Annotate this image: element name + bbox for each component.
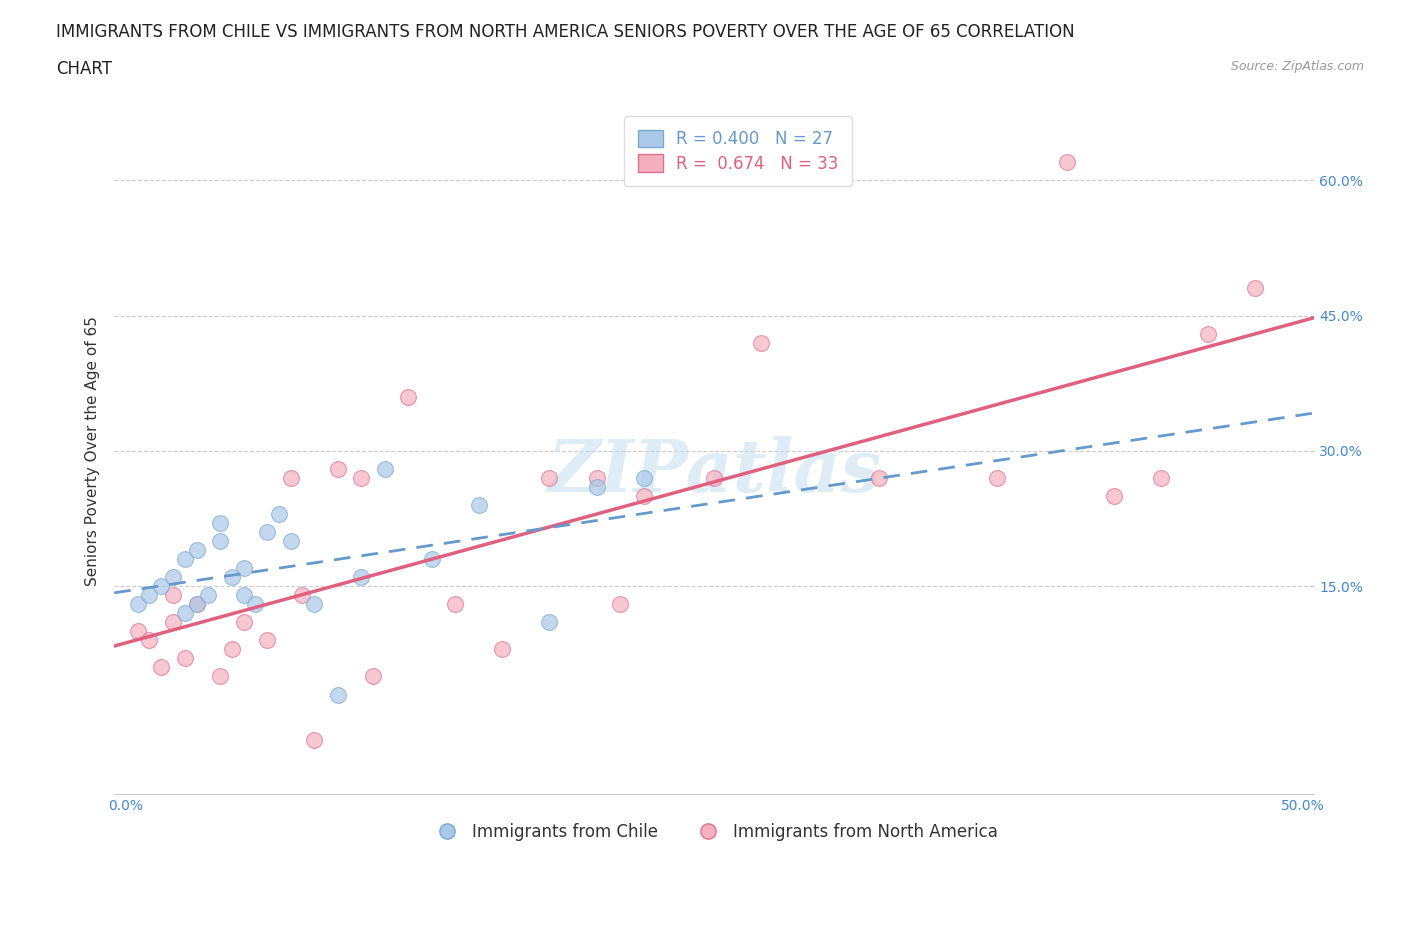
Point [302,597,325,612]
Text: ZIPatlas: ZIPatlas [547,436,882,507]
Point [538,471,561,485]
Point [197,588,219,603]
Point [538,615,561,630]
Point [1102,488,1125,503]
Point [150,660,173,675]
Point [1244,281,1267,296]
Point [396,390,419,405]
Point [585,480,607,495]
Point [1056,154,1078,169]
Point [138,633,160,648]
Text: IMMIGRANTS FROM CHILE VS IMMIGRANTS FROM NORTH AMERICA SENIORS POVERTY OVER THE : IMMIGRANTS FROM CHILE VS IMMIGRANTS FROM… [56,23,1074,41]
Point [162,570,184,585]
Point [986,471,1008,485]
Point [138,588,160,603]
Point [291,588,314,603]
Point [256,633,278,648]
Point [326,461,349,476]
Text: Source: ZipAtlas.com: Source: ZipAtlas.com [1230,60,1364,73]
Point [127,624,149,639]
Point [186,543,208,558]
Point [633,488,655,503]
Y-axis label: Seniors Poverty Over the Age of 65: Seniors Poverty Over the Age of 65 [86,316,100,586]
Point [209,669,232,684]
Point [1197,326,1219,341]
Point [468,498,491,512]
Point [245,597,267,612]
Point [280,471,302,485]
Point [326,687,349,702]
Point [173,651,195,666]
Point [186,597,208,612]
Point [209,515,232,530]
Point [609,597,631,612]
Point [150,578,173,593]
Point [232,588,254,603]
Point [209,534,232,549]
Point [302,732,325,747]
Text: CHART: CHART [56,60,112,78]
Point [350,570,373,585]
Point [267,507,290,522]
Point [361,669,384,684]
Point [186,597,208,612]
Point [633,471,655,485]
Point [491,642,513,657]
Point [350,471,373,485]
Point [749,335,772,350]
Point [162,615,184,630]
Point [256,525,278,539]
Point [173,605,195,620]
Point [444,597,467,612]
Point [374,461,396,476]
Point [585,471,607,485]
Point [162,588,184,603]
Point [221,642,243,657]
Point [232,615,254,630]
Point [420,551,443,566]
Point [280,534,302,549]
Point [868,471,890,485]
Legend: Immigrants from Chile, Immigrants from North America: Immigrants from Chile, Immigrants from N… [423,816,1005,847]
Point [703,471,725,485]
Point [1150,471,1173,485]
Point [127,597,149,612]
Point [173,551,195,566]
Point [221,570,243,585]
Point [232,561,254,576]
